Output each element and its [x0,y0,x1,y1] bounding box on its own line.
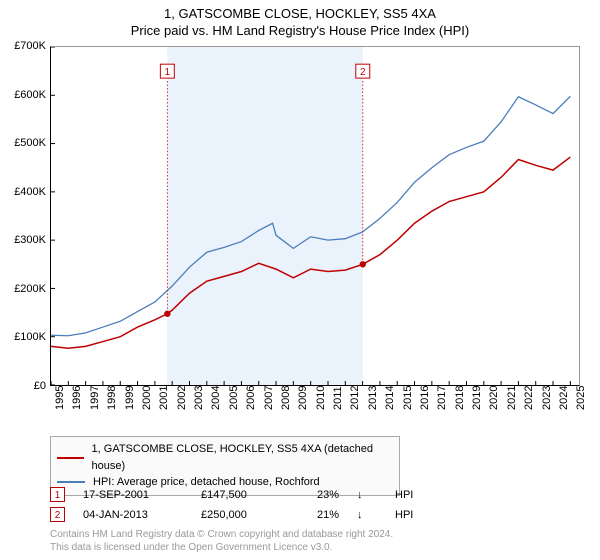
marker-label-1: 1 [165,67,171,78]
marker-label-2: 2 [360,67,366,78]
down-arrow-icon: ↓ [357,509,377,521]
transaction-price: £147,500 [201,489,281,501]
y-axis-label: £200K [2,283,46,295]
legend-label: 1, GATSCOMBE CLOSE, HOCKLEY, SS5 4XA (de… [92,441,393,474]
y-axis-label: £0 [2,380,46,392]
footer-attribution: Contains HM Land Registry data © Crown c… [50,528,393,554]
chart-subtitle: Price paid vs. HM Land Registry's House … [0,21,600,38]
y-axis-label: £700K [2,40,46,52]
chart-container: 1, GATSCOMBE CLOSE, HOCKLEY, SS5 4XA Pri… [0,0,600,560]
transaction-price: £250,000 [201,509,281,521]
transaction-row: 2 04-JAN-2013 £250,000 21% ↓ HPI [50,507,425,522]
y-axis-label: £400K [2,186,46,198]
transaction-ref: HPI [395,509,425,521]
transaction-row: 1 17-SEP-2001 £147,500 23% ↓ HPI [50,487,425,502]
y-axis-label: £100K [2,331,46,343]
transaction-marker: 2 [50,507,65,522]
chart-plot: 12 [50,46,580,386]
transaction-table: 1 17-SEP-2001 £147,500 23% ↓ HPI 2 04-JAN-2013 £… [50,482,425,522]
y-axis-label: £300K [2,234,46,246]
down-arrow-icon: ↓ [357,489,377,501]
transaction-pct: 21% [299,509,339,521]
transaction-date: 04-JAN-2013 [83,509,183,521]
y-axis-label: £500K [2,137,46,149]
transaction-ref: HPI [395,489,425,501]
chart-title-address: 1, GATSCOMBE CLOSE, HOCKLEY, SS5 4XA [0,0,600,21]
legend-swatch [57,457,84,459]
legend-item: 1, GATSCOMBE CLOSE, HOCKLEY, SS5 4XA (de… [57,441,393,474]
y-axis-label: £600K [2,89,46,101]
transaction-marker: 1 [50,487,65,502]
chart-area: 12 £0£100K£200K£300K£400K£500K£600K£700K… [50,46,580,386]
footer-line-2: This data is licensed under the Open Gov… [50,541,393,554]
transaction-date: 17-SEP-2001 [83,489,183,501]
footer-line-1: Contains HM Land Registry data © Crown c… [50,528,393,541]
transaction-pct: 23% [299,489,339,501]
